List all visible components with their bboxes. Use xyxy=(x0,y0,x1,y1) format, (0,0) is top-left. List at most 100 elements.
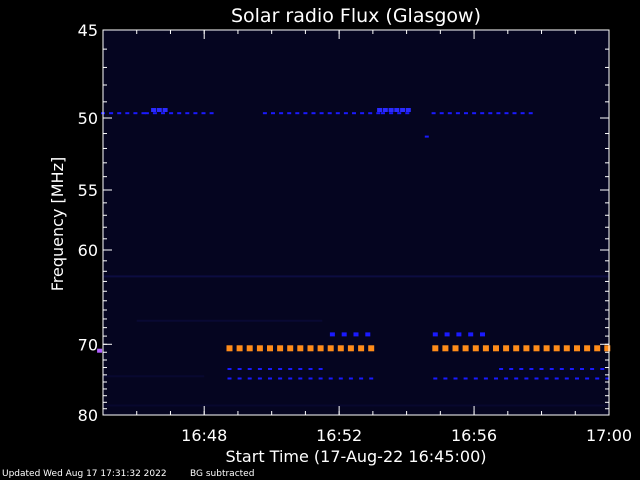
y-tick-label: 80 xyxy=(78,406,98,425)
emission-mark xyxy=(337,345,344,352)
emission-mark xyxy=(278,377,283,380)
emission-mark xyxy=(382,108,388,112)
emission-mark xyxy=(473,377,478,380)
plot-area xyxy=(103,30,609,415)
emission-mark xyxy=(133,112,138,115)
emission-mark xyxy=(152,112,157,115)
emission-mark xyxy=(504,377,509,380)
emission-mark xyxy=(247,377,252,380)
emission-mark xyxy=(279,112,284,115)
emission-mark xyxy=(549,368,554,370)
emission-mark xyxy=(464,112,468,115)
emission-mark xyxy=(563,345,570,352)
background-haze xyxy=(103,275,609,407)
emission-mark xyxy=(584,345,591,352)
emission-mark xyxy=(512,112,517,115)
emission-mark xyxy=(288,377,293,380)
emission-mark xyxy=(503,345,510,352)
emission-mark xyxy=(432,345,439,352)
emission-mark xyxy=(237,377,242,380)
emission-mark xyxy=(117,112,122,115)
x-tick-label: 16:52 xyxy=(316,426,362,445)
emission-mark xyxy=(514,377,519,380)
emission-mark xyxy=(368,112,373,115)
emission-mark xyxy=(405,108,411,112)
x-tick-label: 16:56 xyxy=(451,426,497,445)
emission-mark xyxy=(569,368,574,370)
emission-mark xyxy=(268,368,272,370)
emission-mark xyxy=(524,377,529,380)
emission-mark xyxy=(277,345,284,352)
emission-mark xyxy=(347,345,354,352)
emission-mark xyxy=(246,345,253,352)
emission-mark xyxy=(482,345,489,352)
emission-mark xyxy=(247,368,252,370)
emission-mark xyxy=(141,112,146,115)
emission-mark xyxy=(341,332,347,337)
emission-mark xyxy=(311,112,316,115)
emission-mark xyxy=(388,108,394,112)
emission-mark xyxy=(455,112,460,115)
chart-title: Solar radio Flux (Glasgow) xyxy=(231,5,481,27)
x-tick-label: 17:00 xyxy=(586,426,632,445)
emission-mark xyxy=(424,135,429,138)
emission-mark xyxy=(267,345,273,352)
emission-mark xyxy=(553,345,560,352)
emission-mark xyxy=(520,112,525,115)
emission-mark xyxy=(359,377,364,380)
y-tick-label: 55 xyxy=(78,181,98,200)
emission-mark xyxy=(177,112,182,115)
emission-mark xyxy=(288,368,293,370)
emission-mark xyxy=(278,368,283,370)
emission-mark xyxy=(389,112,394,115)
emission-mark xyxy=(169,112,174,115)
emission-mark xyxy=(271,112,275,115)
emission-mark xyxy=(554,377,559,380)
emission-mark xyxy=(256,345,263,352)
emission-mark xyxy=(600,368,605,370)
y-tick-label: 45 xyxy=(78,21,98,40)
emission-mark xyxy=(226,345,233,352)
emission-mark xyxy=(523,345,530,352)
emission-mark xyxy=(509,368,514,370)
emission-mark xyxy=(580,368,584,370)
emission-mark xyxy=(369,377,374,380)
emission-mark xyxy=(377,108,383,112)
emission-mark xyxy=(358,345,365,352)
y-axis-label: Frequency [MHz] xyxy=(48,157,67,291)
emission-mark xyxy=(488,112,493,115)
emission-mark xyxy=(295,112,300,115)
emission-mark xyxy=(480,332,485,337)
emission-mark xyxy=(539,368,544,370)
emission-mark xyxy=(462,345,469,352)
emission-mark xyxy=(394,108,400,112)
emission-mark xyxy=(109,112,114,115)
emission-mark xyxy=(151,108,157,112)
emission-mark xyxy=(456,332,462,337)
emission-mark xyxy=(443,377,448,380)
emission-mark xyxy=(472,345,479,352)
emission-mark xyxy=(463,377,468,380)
emission-mark xyxy=(447,112,452,115)
emission-mark xyxy=(605,377,610,380)
emission-mark xyxy=(533,345,540,352)
emission-mark xyxy=(559,368,564,370)
emission-mark xyxy=(590,368,595,370)
emission-features xyxy=(97,108,611,380)
emission-mark xyxy=(257,377,262,380)
updated-timestamp: Updated Wed Aug 17 17:31:32 2022 xyxy=(2,469,167,479)
emission-mark xyxy=(513,345,520,352)
emission-mark xyxy=(307,345,314,352)
emission-mark xyxy=(162,108,168,112)
x-tick-label: 16:48 xyxy=(181,426,227,445)
emission-mark xyxy=(318,377,323,380)
axis-ticks xyxy=(103,29,610,416)
emission-mark xyxy=(365,332,371,337)
emission-mark xyxy=(353,332,359,337)
emission-mark xyxy=(442,345,449,352)
y-tick-labels: 45 50 55 60 70 80 xyxy=(78,21,98,425)
emission-mark xyxy=(161,112,165,115)
emission-mark xyxy=(499,368,504,370)
y-tick-label: 60 xyxy=(78,241,98,260)
emission-mark xyxy=(432,332,438,337)
